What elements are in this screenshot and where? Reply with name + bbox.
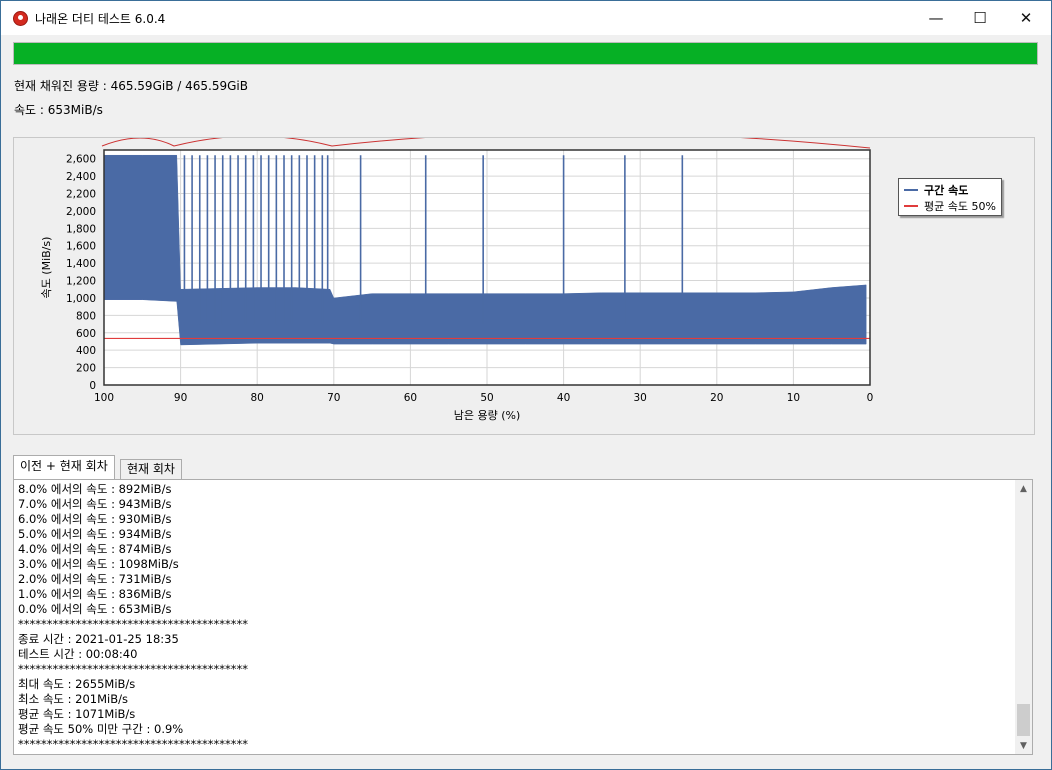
y-tick-label: 1,600 (66, 241, 96, 253)
legend-item-section-speed: 구간 속도 (904, 183, 968, 197)
log-line: **************************************** (18, 662, 248, 676)
minimize-button[interactable]: — (913, 1, 959, 35)
legend-swatch-avg50 (904, 205, 918, 207)
y-tick-label: 400 (76, 345, 96, 357)
log-line: 8.0% 에서의 속도 : 892MiB/s (18, 482, 172, 496)
x-tick-label: 60 (404, 392, 417, 404)
legend-swatch-section-speed (904, 189, 918, 191)
log-line: 7.0% 에서의 속도 : 943MiB/s (18, 497, 172, 511)
x-tick-label: 30 (634, 392, 647, 404)
log-line: 0.0% 에서의 속도 : 653MiB/s (18, 602, 172, 616)
log-line: **************************************** (18, 737, 248, 751)
y-tick-label: 1,400 (66, 258, 96, 270)
log-scrollbar[interactable]: ▲ ▼ (1015, 480, 1032, 754)
series-section-speed-band (103, 154, 867, 346)
y-tick-label: 1,800 (66, 223, 96, 235)
x-tick-label: 20 (710, 392, 723, 404)
app-logo-icon (13, 11, 28, 26)
legend-label-avg50: 평균 속도 50% (924, 200, 996, 213)
close-button[interactable]: ✕ (1003, 1, 1049, 35)
y-axis-label: 속도 (MiB/s) (40, 237, 53, 299)
speed-chart-panel: 0 200 400 600 800 1,000 1,200 1,400 1,600 1,800 2,… (13, 137, 1035, 435)
x-tick-label: 50 (480, 392, 493, 404)
log-line: 3.0% 에서의 속도 : 1098MiB/s (18, 557, 179, 571)
plot-border (103, 149, 871, 386)
fill-progress-bar (13, 42, 1038, 65)
x-tick-label: 70 (327, 392, 340, 404)
y-tick-label: 2,200 (66, 189, 96, 201)
tab-previous-and-current[interactable]: 이전 + 현재 회차 (13, 455, 115, 479)
y-tick-label: 0 (89, 380, 96, 392)
x-tick-label: 80 (251, 392, 264, 404)
log-line: 종료 시간 : 2021-01-25 18:35 (18, 632, 179, 646)
log-textbox[interactable]: 8.0% 에서의 속도 : 892MiB/s 7.0% 에서의 속도 : 943M… (13, 479, 1033, 755)
scroll-up-icon[interactable]: ▲ (1020, 483, 1027, 494)
log-line: 최소 속도 : 201MiB/s (18, 692, 128, 706)
y-tick-label: 2,000 (66, 206, 96, 218)
window-title: 나래온 더티 테스트 6.0.4 (35, 12, 166, 26)
x-tick-label: 10 (787, 392, 800, 404)
y-tick-label: 1,000 (66, 293, 96, 305)
x-tick-label: 100 (94, 392, 114, 404)
log-line: 4.0% 에서의 속도 : 874MiB/s (18, 542, 172, 556)
close-icon: ✕ (1019, 9, 1033, 27)
log-line: 평균 속도 50% 미만 구간 : 0.9% (18, 722, 184, 736)
progress-fill (14, 43, 1037, 64)
filled-capacity-text: 현재 채워진 용량 : 465.59GiB / 465.59GiB (14, 79, 248, 93)
y-tick-label: 200 (76, 363, 96, 375)
x-tick-label: 90 (174, 392, 187, 404)
scrollbar-thumb[interactable] (1017, 704, 1030, 736)
title-bar[interactable]: 나래온 더티 테스트 6.0.4 — ☐ ✕ (1, 1, 1051, 35)
current-speed-text: 속도 : 653MiB/s (14, 103, 103, 117)
x-tick-label: 0 (867, 392, 874, 404)
y-tick-label: 800 (76, 310, 96, 322)
log-line: 평균 속도 : 1071MiB/s (18, 707, 136, 721)
speed-chart: 02004006008001,0001,2001,4001,6001,8002,… (40, 138, 874, 422)
log-line: 1.0% 에서의 속도 : 836MiB/s (18, 587, 172, 601)
tab-current[interactable]: 현재 회차 (120, 459, 182, 479)
chart-legend: 구간 속도 평균 속도 50% (898, 178, 1002, 216)
log-line: 6.0% 에서의 속도 : 930MiB/s (18, 512, 172, 526)
y-tick-label: 600 (76, 328, 96, 340)
x-axis-label: 남은 용량 (%) (454, 409, 521, 422)
scroll-down-icon[interactable]: ▼ (1020, 740, 1027, 751)
log-line: 최대 속도 : 2655MiB/s (18, 677, 136, 691)
log-lines: 8.0% 에서의 속도 : 892MiB/s 7.0% 에서의 속도 : 943M… (18, 482, 248, 752)
chart-top-arc (101, 138, 871, 149)
legend-label-section-speed: 구간 속도 (924, 184, 969, 197)
x-tick-label: 40 (557, 392, 570, 404)
log-line: 테스트 시간 : 00:08:40 (18, 647, 138, 661)
minimize-icon: — (928, 9, 944, 27)
maximize-button[interactable]: ☐ (957, 1, 1003, 35)
y-tick-label: 2,400 (66, 171, 96, 183)
maximize-icon: ☐ (973, 9, 987, 27)
log-line: 5.0% 에서의 속도 : 934MiB/s (18, 527, 172, 541)
log-line: 2.0% 에서의 속도 : 731MiB/s (18, 572, 172, 586)
y-tick-label: 2,600 (66, 154, 96, 166)
log-line: **************************************** (18, 617, 248, 631)
y-tick-label: 1,200 (66, 276, 96, 288)
legend-item-avg50: 평균 속도 50% (904, 199, 996, 213)
